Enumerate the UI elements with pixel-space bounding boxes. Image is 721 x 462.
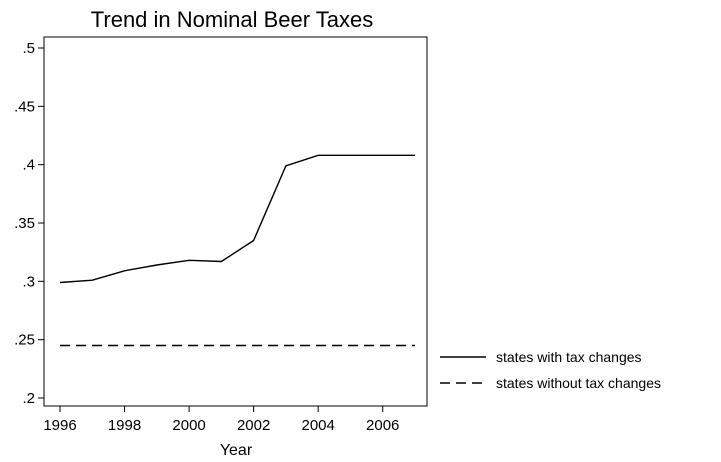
x-tick-label: 2002 bbox=[237, 417, 270, 434]
y-tick-label: .2 bbox=[22, 390, 35, 407]
y-tick-label: .25 bbox=[14, 332, 35, 349]
y-tick-label: .3 bbox=[22, 273, 35, 290]
legend: states with tax changes states without ta… bbox=[440, 349, 661, 391]
chart-title: Trend in Nominal Beer Taxes bbox=[91, 7, 373, 32]
x-axis: 1996 1998 2000 2002 2004 2006 bbox=[43, 406, 399, 434]
series-line-1 bbox=[59, 154, 415, 284]
x-tick-label: 2004 bbox=[301, 417, 334, 434]
x-tick-label: 2006 bbox=[366, 417, 399, 434]
legend-label-1: states with tax changes bbox=[496, 349, 642, 365]
x-tick-label: 2000 bbox=[172, 417, 205, 434]
y-tick-label: .4 bbox=[22, 157, 35, 174]
y-axis: .2 .25 .3 .35 .4 .45 .5 bbox=[14, 40, 44, 407]
x-tick-label: 1998 bbox=[108, 417, 141, 434]
plot-frame bbox=[43, 36, 428, 407]
series-layer bbox=[59, 154, 415, 347]
y-tick-label: .35 bbox=[14, 215, 35, 232]
y-tick-label: .5 bbox=[22, 40, 35, 57]
y-tick-label: .45 bbox=[14, 98, 35, 115]
legend-label-2: states without tax changes bbox=[496, 375, 661, 391]
x-tick-label: 1996 bbox=[43, 417, 76, 434]
x-axis-label: Year bbox=[220, 442, 253, 459]
